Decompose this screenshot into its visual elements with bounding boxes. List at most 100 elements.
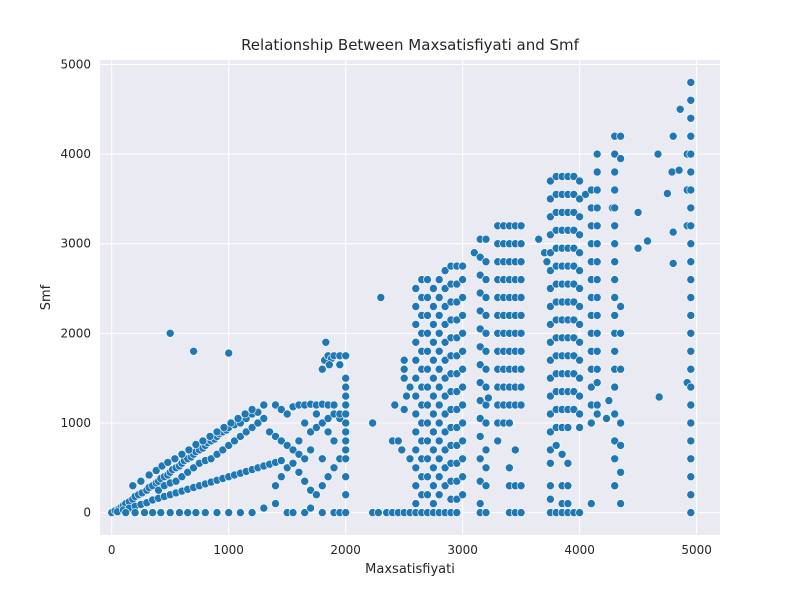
- data-point: [341, 400, 351, 410]
- data-point: [341, 436, 351, 446]
- data-point: [458, 328, 467, 338]
- data-point: [569, 351, 579, 361]
- data-point: [300, 454, 310, 464]
- data-point: [434, 293, 444, 302]
- data-point: [312, 490, 321, 500]
- data-point: [411, 320, 421, 329]
- data-point: [452, 458, 462, 468]
- data-point: [481, 234, 491, 244]
- data-point: [546, 176, 555, 186]
- data-point: [276, 472, 286, 482]
- data-point: [458, 261, 467, 271]
- data-point: [686, 167, 696, 177]
- data-point: [475, 306, 485, 316]
- data-point: [475, 476, 485, 486]
- data-point: [616, 131, 625, 141]
- data-point: [130, 508, 140, 517]
- y-axis-ticks: 0 1000 2000 3000 4000 5000: [60, 57, 91, 519]
- data-point: [423, 382, 432, 392]
- data-point: [481, 382, 491, 392]
- data-point: [481, 328, 491, 338]
- data-point: [602, 414, 611, 423]
- data-point: [247, 405, 257, 414]
- data-point: [592, 311, 602, 320]
- data-point: [592, 400, 602, 410]
- data-point: [475, 432, 485, 441]
- data-point: [546, 427, 555, 437]
- data-point: [140, 508, 149, 517]
- data-point: [300, 508, 310, 517]
- data-point: [686, 203, 696, 213]
- data-point: [557, 449, 567, 459]
- data-point: [317, 418, 327, 428]
- data-point: [686, 311, 696, 320]
- data-point: [510, 445, 520, 455]
- data-point: [575, 355, 584, 365]
- data-point: [458, 472, 467, 482]
- data-point: [686, 114, 696, 123]
- data-point: [191, 508, 201, 517]
- data-point: [469, 248, 479, 257]
- data-point: [686, 149, 696, 159]
- data-point: [610, 454, 620, 464]
- data-point: [312, 423, 321, 432]
- data-point: [686, 131, 696, 141]
- data-point: [475, 414, 485, 423]
- data-point: [586, 418, 596, 428]
- data-point: [198, 436, 208, 446]
- data-point: [592, 185, 602, 195]
- data-point: [592, 203, 602, 213]
- data-point: [288, 445, 298, 455]
- data-point: [393, 436, 403, 446]
- data-point: [423, 436, 432, 446]
- data-point: [686, 293, 696, 302]
- data-point: [592, 293, 602, 302]
- data-point: [686, 78, 696, 87]
- data-point: [259, 503, 269, 513]
- data-point: [429, 427, 438, 437]
- data-point: [440, 409, 450, 419]
- data-point: [271, 400, 280, 410]
- data-point: [452, 279, 462, 289]
- data-point: [317, 454, 327, 464]
- data-point: [546, 337, 555, 347]
- data-point: [306, 427, 315, 437]
- data-point: [253, 418, 263, 428]
- data-point: [569, 333, 579, 343]
- data-point: [686, 490, 696, 500]
- data-point: [341, 351, 351, 361]
- data-point: [575, 423, 584, 432]
- data-point: [686, 418, 696, 428]
- data-point: [265, 427, 274, 437]
- data-point: [592, 378, 602, 387]
- data-point: [212, 427, 222, 437]
- data-point: [569, 208, 579, 217]
- data-point: [429, 409, 438, 419]
- data-point: [452, 369, 462, 379]
- data-point: [329, 436, 339, 446]
- data-point: [569, 405, 579, 414]
- data-point: [300, 476, 310, 486]
- data-point: [183, 467, 192, 477]
- data-point: [259, 414, 269, 423]
- data-point: [323, 472, 333, 482]
- data-point: [423, 311, 432, 320]
- data-point: [440, 427, 450, 437]
- data-point: [575, 337, 584, 347]
- data-point: [399, 355, 409, 365]
- data-point: [368, 418, 377, 428]
- data-point: [429, 337, 438, 347]
- data-point: [423, 275, 432, 284]
- data-point: [434, 382, 444, 392]
- data-point: [306, 485, 315, 495]
- data-point: [177, 449, 187, 459]
- data-point: [643, 236, 652, 246]
- data-point: [633, 208, 643, 217]
- data-point: [569, 243, 579, 253]
- data-point: [429, 373, 438, 383]
- data-point: [546, 302, 555, 311]
- data-point: [324, 360, 334, 370]
- data-point: [686, 346, 696, 356]
- data-point: [610, 221, 620, 231]
- data-point: [546, 248, 555, 257]
